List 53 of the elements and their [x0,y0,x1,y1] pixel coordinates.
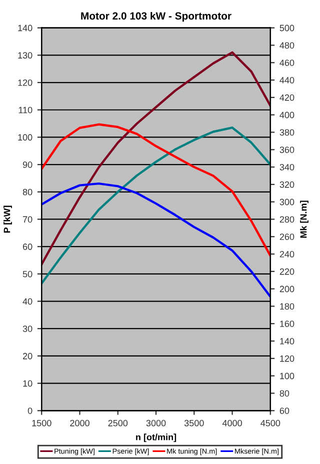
y-tick-label: 90 [22,162,32,168]
x-tick-label: 2000 [70,420,90,426]
y-tick-label: 20 [22,352,32,360]
y2-tick-label: 80 [280,390,290,397]
y2-tick-label: 120 [280,355,294,362]
y2-tick-label: 340 [280,164,294,170]
x-tick-label: 2500 [108,420,128,426]
x-tick-label: 4000 [222,420,242,426]
y-tick-label: 140 [18,24,32,32]
y-tick-label: 10 [23,380,32,387]
line-series [42,51,270,266]
y2-tick-label: 200 [280,286,294,292]
y-tick-label: 50 [22,270,32,278]
y2-tick-label: 380 [280,129,294,136]
line-series [42,126,270,285]
y-axis-title: P [kW] [4,206,12,233]
y2-tick-label: 420 [280,94,294,101]
y-tick-label: 120 [18,79,32,86]
y2-tick-label: 360 [280,146,294,153]
y-tick-label: 110 [18,106,32,114]
y2-tick-label: 220 [280,268,294,275]
y2-tick-label: 60 [280,408,290,414]
y2-tick-label: 480 [280,42,294,49]
line-series [42,182,270,298]
line-series [42,123,270,257]
y2-tick-label: 160 [280,320,294,327]
y-tick-label: 30 [22,326,32,332]
x-axis-title: n [ot/min] [136,434,176,442]
y2-tick-label: 300 [280,198,294,206]
y-tick-label: 60 [22,244,32,250]
y2-tick-label: 100 [280,372,294,380]
y2-tick-label: 280 [280,216,294,223]
x-tick-label: 1500 [32,420,52,426]
y2-tick-label: 320 [280,181,294,188]
y-tick-label: 130 [18,52,32,59]
y-tick-label: 100 [18,134,32,141]
y2-tick-label: 180 [280,303,294,310]
y-tick-label: 40 [22,298,32,305]
y2-tick-label: 400 [280,112,294,118]
x-tick-label: 3000 [146,420,166,426]
y-tick-label: 80 [22,188,32,196]
y2-tick-label: 260 [280,234,294,240]
y2-tick-label: 240 [280,251,294,258]
chart-title: Motor 2.0 103 kW - Sportmotor [81,12,232,22]
y-tick-label: 70 [22,216,32,223]
y2-tick-label: 440 [280,77,294,84]
y2-tick-label: 460 [280,60,294,66]
y2-axis-title: Mk [N.m] [300,200,308,238]
x-tick-label: 3500 [184,420,204,426]
x-tick-label: 4500 [260,420,280,426]
y2-tick-label: 140 [280,338,294,344]
y2-tick-label: 500 [280,24,294,32]
y-tick-label: 0 [28,408,32,414]
